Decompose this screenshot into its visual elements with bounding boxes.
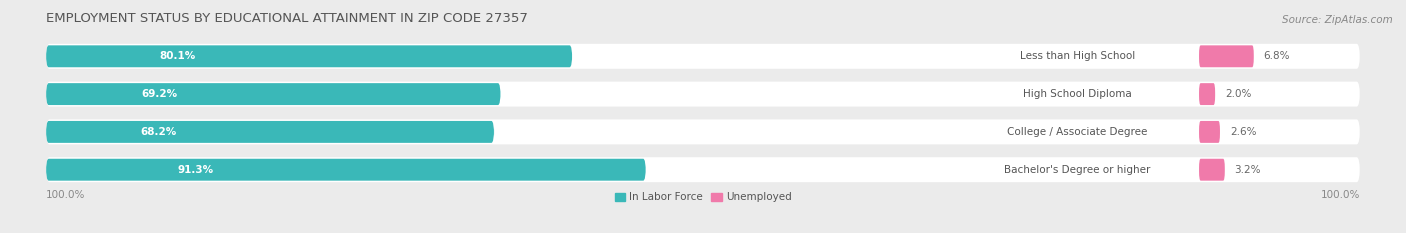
Text: 80.1%: 80.1% xyxy=(159,51,195,61)
Text: 68.2%: 68.2% xyxy=(139,127,176,137)
FancyBboxPatch shape xyxy=(1199,121,1220,143)
FancyBboxPatch shape xyxy=(46,159,645,181)
Text: 69.2%: 69.2% xyxy=(142,89,177,99)
Text: 100.0%: 100.0% xyxy=(1320,190,1360,200)
FancyBboxPatch shape xyxy=(1199,45,1254,67)
FancyBboxPatch shape xyxy=(1199,83,1215,105)
Text: Less than High School: Less than High School xyxy=(1019,51,1135,61)
FancyBboxPatch shape xyxy=(46,120,1360,144)
Text: College / Associate Degree: College / Associate Degree xyxy=(1007,127,1147,137)
Text: 2.6%: 2.6% xyxy=(1230,127,1257,137)
Text: 91.3%: 91.3% xyxy=(179,165,214,175)
FancyBboxPatch shape xyxy=(46,121,494,143)
Text: Bachelor's Degree or higher: Bachelor's Degree or higher xyxy=(1004,165,1150,175)
FancyBboxPatch shape xyxy=(46,157,1360,182)
Text: 3.2%: 3.2% xyxy=(1234,165,1261,175)
Text: Source: ZipAtlas.com: Source: ZipAtlas.com xyxy=(1282,15,1393,25)
Legend: In Labor Force, Unemployed: In Labor Force, Unemployed xyxy=(610,188,796,206)
FancyBboxPatch shape xyxy=(46,45,572,67)
Text: 2.0%: 2.0% xyxy=(1225,89,1251,99)
Text: EMPLOYMENT STATUS BY EDUCATIONAL ATTAINMENT IN ZIP CODE 27357: EMPLOYMENT STATUS BY EDUCATIONAL ATTAINM… xyxy=(46,12,527,25)
FancyBboxPatch shape xyxy=(46,83,501,105)
Text: High School Diploma: High School Diploma xyxy=(1024,89,1132,99)
Text: 6.8%: 6.8% xyxy=(1264,51,1291,61)
FancyBboxPatch shape xyxy=(46,82,1360,106)
FancyBboxPatch shape xyxy=(46,44,1360,69)
FancyBboxPatch shape xyxy=(1199,159,1225,181)
Text: 100.0%: 100.0% xyxy=(46,190,86,200)
